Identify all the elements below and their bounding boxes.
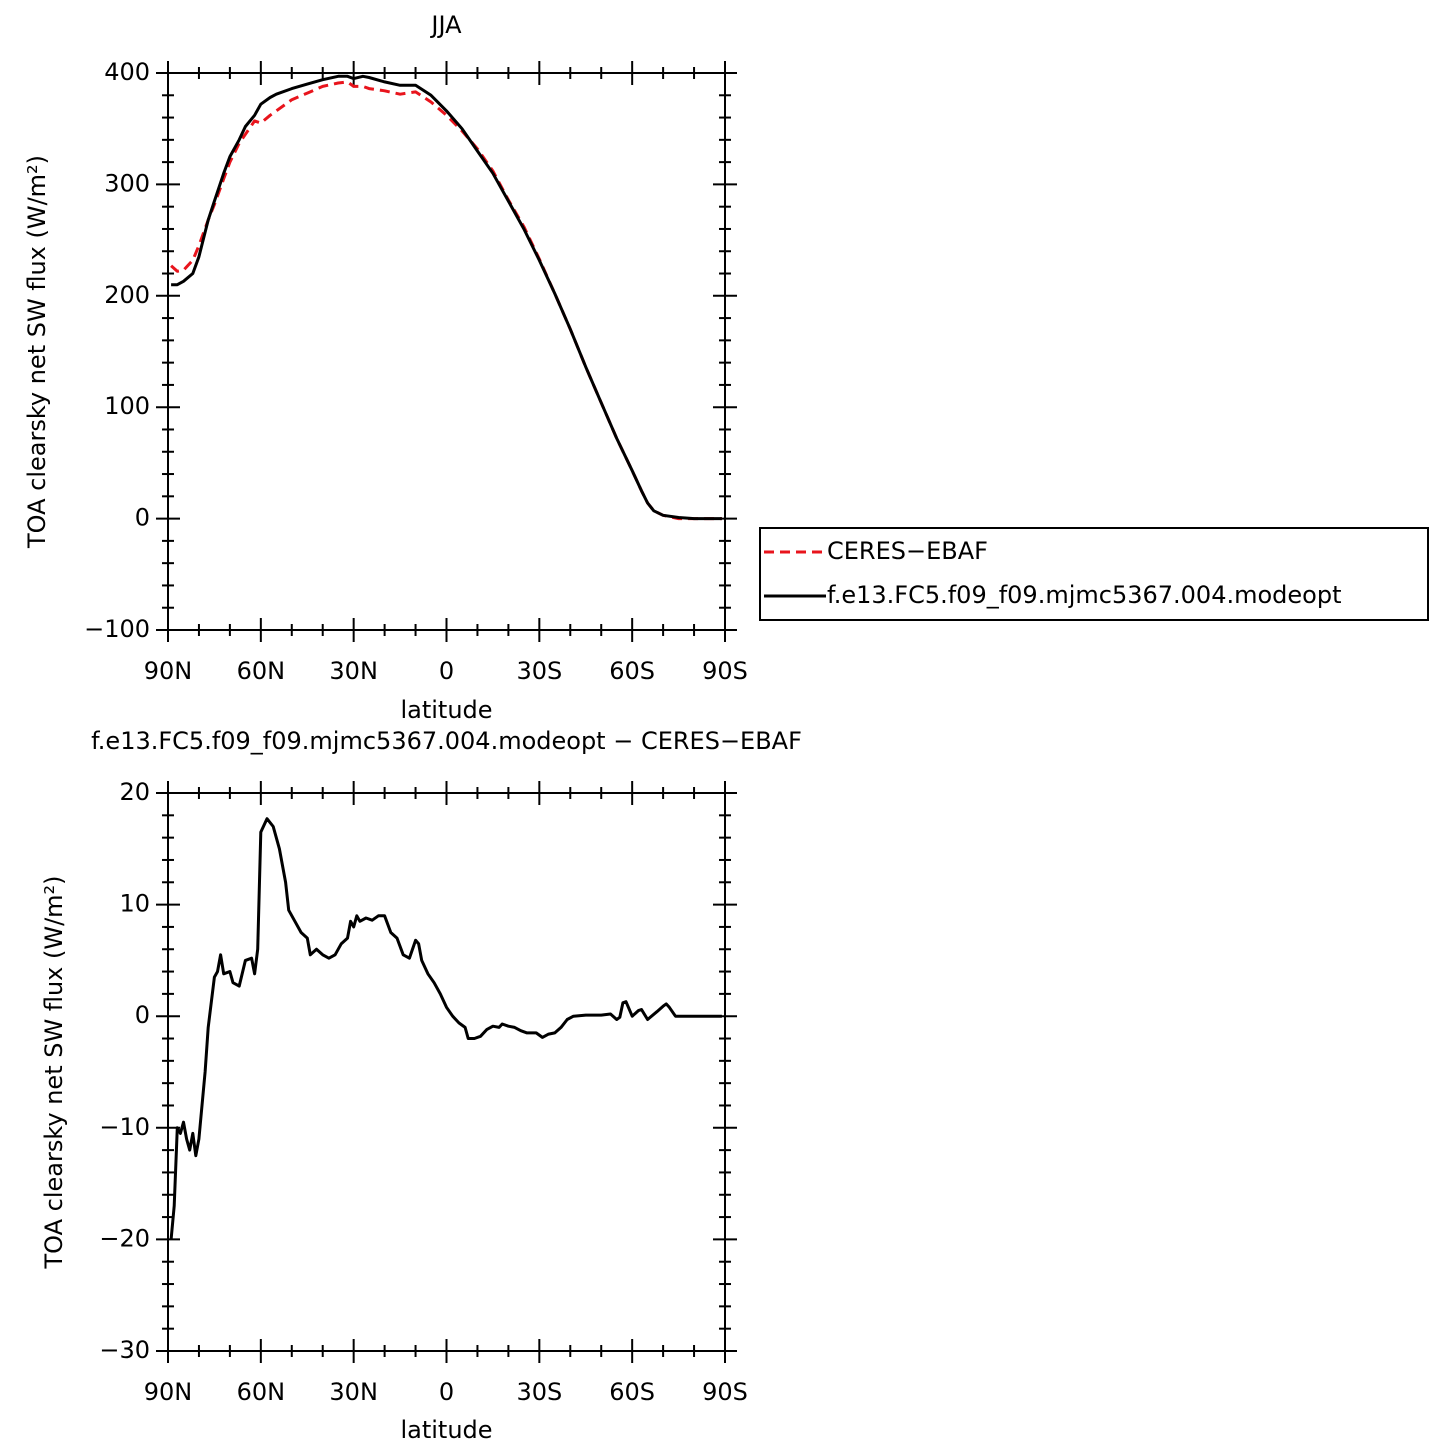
y-tick-label: 200 [104,281,150,309]
y-tick-label: −10 [99,1113,150,1141]
y-tick-label: 300 [104,169,150,197]
y-tick-label: −30 [99,1336,150,1364]
y-tick-label: 100 [104,392,150,420]
x-axis-label: latitude [400,1416,492,1444]
x-tick-label: 30N [329,657,378,685]
x-tick-label: 60S [609,657,655,685]
y-tick-label: −100 [84,615,150,643]
x-tick-label: 90N [144,657,193,685]
y-tick-label: 0 [135,1001,150,1029]
y-tick-label: 0 [135,504,150,532]
x-tick-label: 60N [237,1378,286,1406]
x-tick-label: 30S [516,657,562,685]
y-tick-label: −20 [99,1224,150,1252]
legend-box [759,527,1429,621]
series-line [170,80,722,521]
y-axis-label: TOA clearsky net SW flux (W/m²) [40,875,68,1269]
chart-title: JJA [429,11,462,39]
plot-frame [167,72,726,631]
y-tick-label: 10 [119,890,150,918]
series-line [171,74,722,521]
diff-line [169,817,722,1240]
x-tick-label: 0 [439,1378,454,1406]
x-tick-label: 30N [329,1378,378,1406]
x-tick-label: 90S [702,1378,748,1406]
x-tick-label: 90S [702,657,748,685]
chart-title: f.e13.FC5.f09_f09.mjmc5367.004.modeopt −… [91,727,802,755]
x-tick-label: 30S [516,1378,562,1406]
y-tick-label: 20 [119,778,150,806]
plot-frame [167,792,726,1352]
x-axis-label: latitude [400,696,492,724]
legend-label: f.e13.FC5.f09_f09.mjmc5367.004.modeopt [827,581,1342,609]
y-axis-label: TOA clearsky net SW flux (W/m²) [23,155,51,549]
x-tick-label: 0 [439,657,454,685]
legend-label: CERES−EBAF [827,537,988,565]
x-tick-label: 90N [144,1378,193,1406]
x-tick-label: 60N [237,657,286,685]
x-tick-label: 60S [609,1378,655,1406]
y-tick-label: 400 [104,58,150,86]
